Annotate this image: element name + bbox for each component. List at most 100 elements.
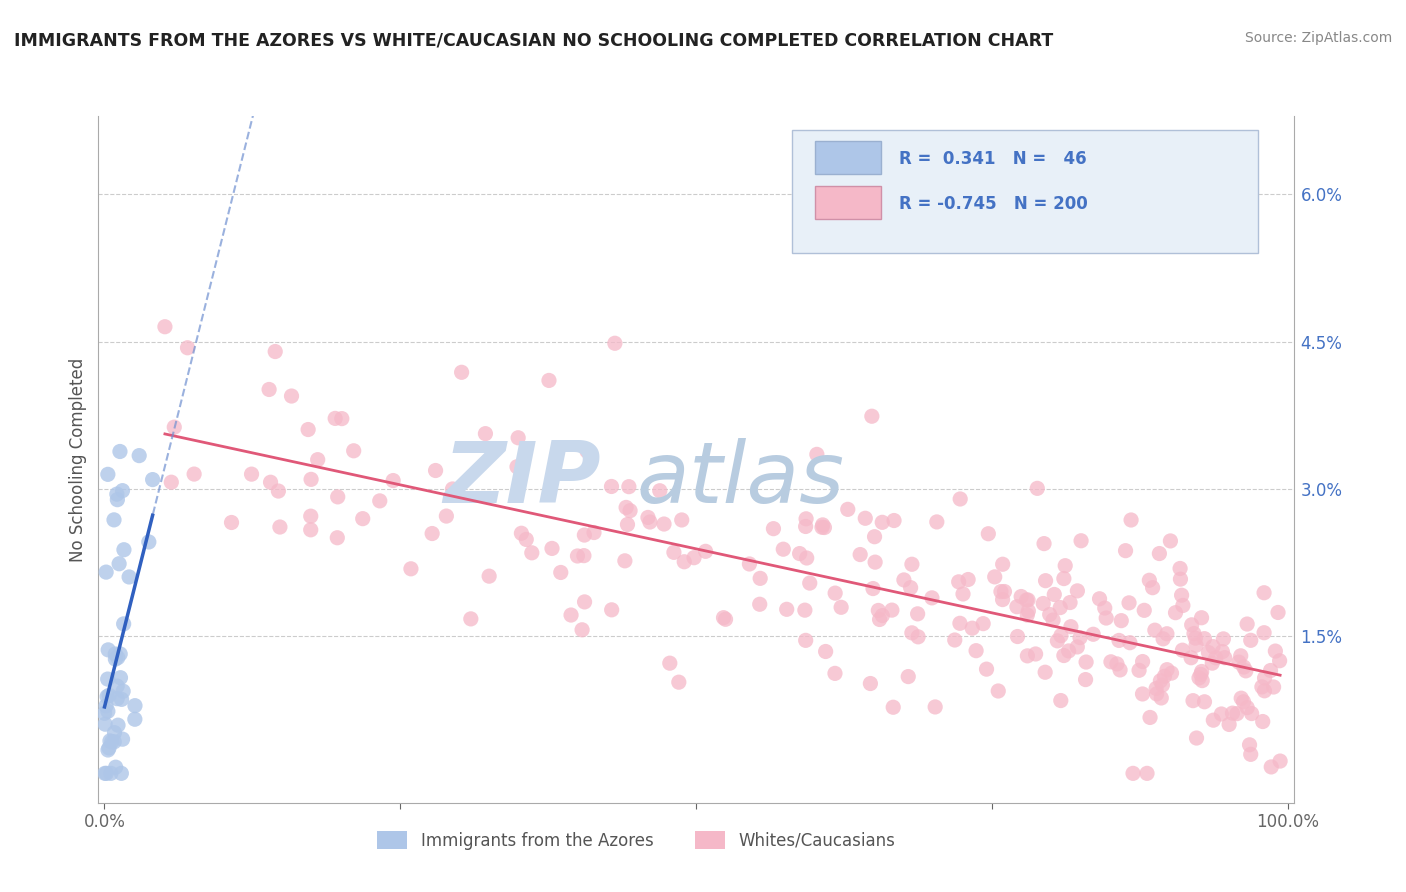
Point — [97, 467, 120, 482]
Point — [863, 555, 886, 569]
Point — [673, 555, 696, 569]
Point — [893, 573, 915, 587]
Point — [1240, 747, 1263, 762]
Point — [748, 597, 770, 611]
Point — [1170, 588, 1192, 602]
Point — [1171, 599, 1194, 613]
Point — [142, 473, 165, 487]
Point — [100, 735, 122, 749]
Point — [1170, 572, 1192, 586]
Point — [1144, 681, 1167, 696]
Point — [1136, 766, 1159, 780]
Point — [1137, 574, 1160, 588]
Point — [671, 513, 693, 527]
Point — [160, 475, 183, 490]
Point — [695, 544, 717, 558]
Point — [900, 581, 922, 595]
Point — [550, 566, 572, 580]
Point — [98, 734, 121, 748]
Point — [108, 557, 131, 571]
Point — [1043, 587, 1066, 601]
Point — [907, 630, 929, 644]
Point — [960, 621, 983, 635]
Point — [1194, 695, 1216, 709]
Point — [1149, 547, 1171, 561]
Point — [163, 420, 186, 434]
Point — [662, 545, 685, 559]
Point — [111, 732, 134, 747]
Point — [108, 444, 131, 458]
Point — [112, 684, 135, 698]
Point — [104, 647, 127, 661]
Point — [1083, 627, 1105, 641]
Point — [868, 603, 890, 617]
Point — [506, 459, 529, 474]
Point — [104, 760, 127, 774]
Point — [326, 531, 349, 545]
Point — [1230, 691, 1253, 706]
Point — [976, 662, 998, 676]
Point — [683, 550, 706, 565]
Point — [952, 587, 974, 601]
Point — [901, 558, 924, 572]
Point — [299, 509, 322, 524]
Point — [111, 483, 134, 498]
Point — [264, 344, 287, 359]
Point — [1202, 713, 1225, 727]
Point — [1168, 561, 1191, 575]
Point — [991, 592, 1014, 607]
Point — [105, 492, 128, 507]
Point — [124, 712, 146, 726]
Point — [93, 706, 115, 721]
Point — [460, 612, 482, 626]
Point — [1260, 664, 1282, 678]
Point — [796, 551, 818, 566]
Point — [614, 500, 637, 515]
Point — [613, 554, 636, 568]
Point — [1099, 655, 1122, 669]
Point — [977, 526, 1000, 541]
Point — [965, 643, 987, 657]
Point — [1268, 654, 1291, 668]
Point — [1229, 648, 1251, 663]
Point — [880, 603, 903, 617]
Point — [1267, 606, 1289, 620]
Point — [257, 383, 280, 397]
Point — [658, 656, 681, 670]
Point — [97, 704, 120, 718]
Point — [1046, 633, 1069, 648]
Point — [112, 542, 135, 557]
Point — [280, 389, 302, 403]
Point — [576, 444, 599, 458]
Point — [949, 491, 972, 506]
Point — [870, 516, 893, 530]
Point — [1074, 655, 1097, 669]
Point — [434, 509, 457, 524]
Point — [1212, 632, 1234, 646]
Point — [572, 549, 595, 563]
Point — [668, 675, 690, 690]
Point — [299, 472, 322, 486]
Point — [603, 336, 626, 351]
Point — [1205, 650, 1227, 665]
Point — [107, 718, 129, 732]
Point — [515, 533, 537, 547]
Text: Source: ZipAtlas.com: Source: ZipAtlas.com — [1244, 31, 1392, 45]
Point — [425, 463, 447, 477]
Point — [943, 632, 966, 647]
Point — [1017, 593, 1039, 607]
Point — [1119, 513, 1142, 527]
Point — [863, 530, 886, 544]
Point — [1142, 581, 1164, 595]
Point — [1182, 626, 1205, 640]
Point — [1066, 640, 1088, 654]
Point — [793, 603, 815, 617]
Point — [907, 607, 929, 621]
Point — [1236, 700, 1258, 714]
Point — [1213, 650, 1236, 665]
Point — [108, 647, 131, 661]
Point — [110, 766, 132, 780]
Point — [1226, 706, 1249, 721]
Point — [1189, 667, 1212, 681]
Point — [221, 516, 243, 530]
